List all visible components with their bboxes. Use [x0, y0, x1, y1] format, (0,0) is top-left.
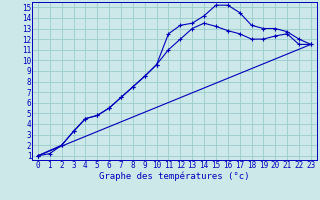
X-axis label: Graphe des températures (°c): Graphe des températures (°c) — [99, 171, 250, 181]
